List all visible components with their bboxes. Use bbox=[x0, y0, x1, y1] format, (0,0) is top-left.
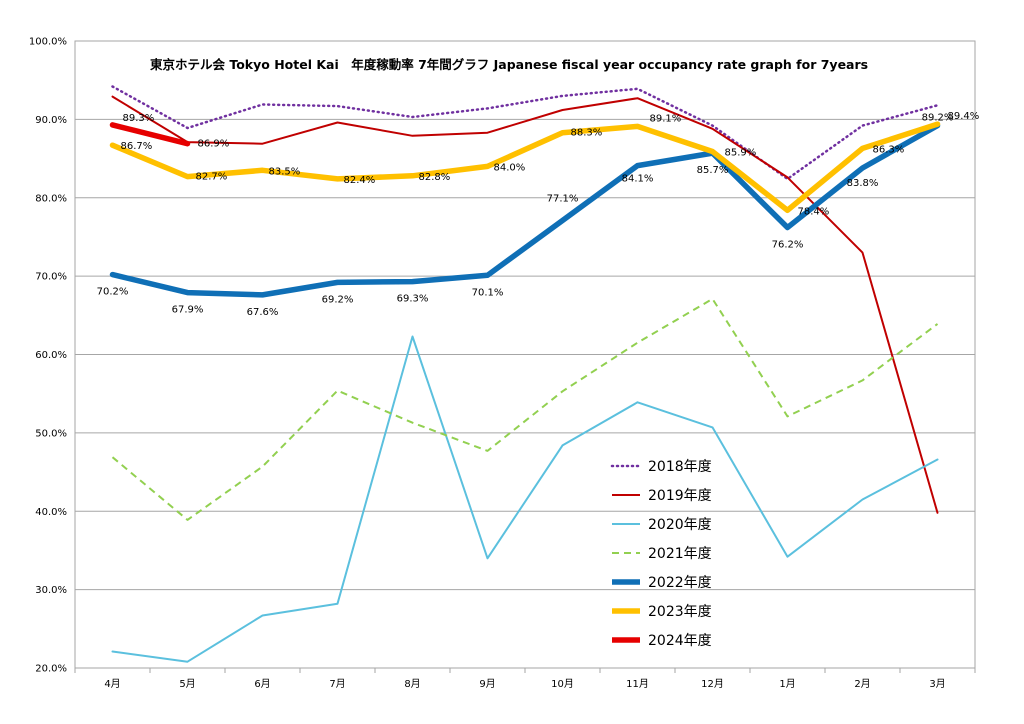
grid-layer bbox=[75, 40, 975, 669]
legend-label: 2024年度 bbox=[648, 633, 712, 649]
x-tick-label: 3月 bbox=[929, 678, 945, 690]
series-line-2023年度 bbox=[109, 121, 941, 214]
legend-label: 2018年度 bbox=[648, 459, 712, 475]
series-line-2018年度 bbox=[111, 85, 939, 181]
series-layer bbox=[109, 85, 941, 663]
y-tick-label: 40.0% bbox=[35, 507, 67, 518]
y-tick-label: 70.0% bbox=[35, 272, 67, 283]
y-tick-label: 30.0% bbox=[35, 585, 67, 596]
legend-label: 2022年度 bbox=[648, 575, 712, 591]
label-layer: 70.2% 67.9% 67.6% 69.2% 69.3% 70.1% 77.1% 84.1%… bbox=[97, 111, 980, 318]
x-tick-label: 4月 bbox=[104, 678, 120, 690]
data-label: 69.3% bbox=[397, 294, 429, 305]
data-label: 82.8% bbox=[419, 172, 451, 183]
data-label: 89.1% bbox=[650, 113, 682, 124]
series-line-2024年度 bbox=[109, 122, 191, 147]
data-label: 67.6% bbox=[247, 307, 279, 318]
x-tick-label: 1月 bbox=[779, 678, 795, 690]
data-label: 83.5% bbox=[269, 166, 301, 177]
x-tick-label: 2月 bbox=[854, 678, 870, 690]
axis-layer: 20.0% 30.0% 40.0% 50.0% 60.0% 70.0% 80.0% 90.0%… bbox=[29, 37, 976, 690]
data-label: 86.7% bbox=[121, 141, 153, 152]
series-line-2021年度 bbox=[111, 297, 939, 521]
data-label: 85.7% bbox=[697, 165, 729, 176]
y-tick-label: 90.0% bbox=[35, 115, 67, 126]
y-tick-label: 80.0% bbox=[35, 193, 67, 204]
legend-label: 2019年度 bbox=[648, 488, 712, 504]
chart-legend: 2018年度 2019年度 2020年度 2021年度 2022年度 2023年度 2024… bbox=[610, 459, 712, 649]
x-tick-label: 5月 bbox=[179, 678, 195, 690]
x-tick-label: 6月 bbox=[254, 678, 270, 690]
series-line-2022年度 bbox=[109, 122, 941, 298]
data-label: 85.9% bbox=[725, 148, 757, 159]
data-label: 89.4% bbox=[948, 111, 980, 122]
data-label: 89.3% bbox=[123, 113, 155, 124]
y-tick-label: 100.0% bbox=[29, 37, 67, 48]
y-tick-label: 50.0% bbox=[35, 428, 67, 439]
data-label: 76.2% bbox=[772, 240, 804, 251]
x-tick-label: 9月 bbox=[479, 678, 495, 690]
y-tick-label: 60.0% bbox=[35, 350, 67, 361]
data-label: 88.3% bbox=[571, 128, 603, 139]
x-tick-label: 12月 bbox=[701, 678, 724, 690]
series-line-2020年度 bbox=[111, 335, 939, 663]
chart-title: 東京ホテル会 Tokyo Hotel Kai 年度稼動率 7年間グラフ Japa… bbox=[150, 57, 868, 72]
data-label: 83.8% bbox=[847, 178, 879, 189]
data-label: 86.3% bbox=[873, 144, 905, 155]
legend-label: 2021年度 bbox=[648, 546, 712, 562]
data-label: 67.9% bbox=[172, 305, 204, 316]
series-line-2019年度 bbox=[111, 95, 939, 514]
data-label: 78.4% bbox=[798, 206, 830, 217]
data-label: 77.1% bbox=[547, 193, 579, 204]
x-tick-label: 10月 bbox=[551, 678, 574, 690]
data-label: 84.0% bbox=[494, 162, 526, 173]
x-tick-label: 7月 bbox=[329, 678, 345, 690]
x-tick-label: 8月 bbox=[404, 678, 420, 690]
y-tick-label: 20.0% bbox=[35, 664, 67, 675]
data-label: 84.1% bbox=[622, 174, 654, 185]
data-label: 70.1% bbox=[472, 287, 504, 298]
legend-label: 2020年度 bbox=[648, 517, 712, 533]
legend-label: 2023年度 bbox=[648, 604, 712, 620]
data-label: 86.9% bbox=[198, 139, 230, 150]
data-label: 69.2% bbox=[322, 294, 354, 305]
data-label: 70.2% bbox=[97, 287, 129, 298]
data-label: 82.4% bbox=[344, 175, 376, 186]
x-tick-label: 11月 bbox=[626, 678, 649, 690]
data-label: 89.2% bbox=[922, 113, 954, 124]
data-label: 82.7% bbox=[196, 172, 228, 183]
